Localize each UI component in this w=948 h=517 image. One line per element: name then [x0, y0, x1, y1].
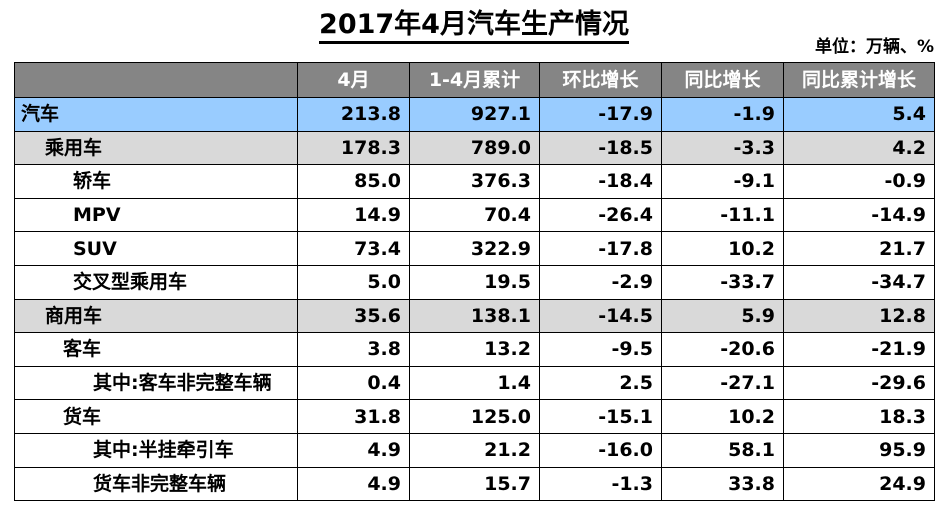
- production-table: 4月 1-4月累计 环比增长 同比增长 同比累计增长 汽车 213.8 927.1-…: [14, 62, 935, 502]
- cell-april: 4.9: [297, 432, 410, 468]
- table-row: SUV 73.4 322.9 -17.8 10.2 21.7: [14, 231, 935, 266]
- cell-april: 178.3: [297, 130, 410, 166]
- row-label: MPV: [14, 197, 298, 233]
- cell-yoy-cumulative-growth: 4.2: [783, 130, 935, 166]
- row-label: SUV: [14, 231, 298, 266]
- cell-yoy-cumulative-growth: 12.8: [783, 298, 935, 334]
- cell-jan-apr-cumulative: 789.0: [409, 130, 540, 166]
- cell-april: 4.9: [297, 466, 410, 502]
- cell-jan-apr-cumulative: 927.1: [409, 97, 540, 132]
- cell-jan-apr-cumulative: 376.3: [409, 164, 540, 199]
- row-label: 乘用车: [14, 130, 298, 166]
- cell-mom-growth: -1.3: [539, 466, 662, 502]
- header-cell-jan-apr-cumulative: 1-4月累计: [409, 62, 540, 98]
- cell-april: 35.6: [297, 298, 410, 334]
- row-label: 商用车: [14, 298, 298, 334]
- table-row: 商用车 35.6 138.1 -14.5 5.9 12.8: [14, 298, 935, 334]
- table-row: 交叉型乘用车 5.0 19.5 -2.9 -33.7 -34.7: [14, 264, 935, 300]
- cell-april: 3.8: [297, 332, 410, 367]
- row-label: 其中:半挂牵引车: [14, 432, 298, 468]
- cell-mom-growth: -16.0: [539, 432, 662, 468]
- cell-yoy-growth: -33.7: [661, 264, 784, 300]
- cell-yoy-cumulative-growth: -21.9: [783, 332, 935, 367]
- cell-yoy-growth: 10.2: [661, 399, 784, 434]
- cell-yoy-cumulative-growth: -29.6: [783, 365, 935, 401]
- row-label: 货车非完整车辆: [14, 466, 298, 502]
- cell-jan-apr-cumulative: 125.0: [409, 399, 540, 434]
- cell-mom-growth: -18.5: [539, 130, 662, 166]
- cell-yoy-growth: -27.1: [661, 365, 784, 401]
- cell-yoy-cumulative-growth: -14.9: [783, 197, 935, 233]
- cell-jan-apr-cumulative: 15.7: [409, 466, 540, 502]
- cell-jan-apr-cumulative: 19.5: [409, 264, 540, 300]
- cell-yoy-growth: -3.3: [661, 130, 784, 166]
- cell-yoy-growth: -20.6: [661, 332, 784, 367]
- cell-jan-apr-cumulative: 1.4: [409, 365, 540, 401]
- cell-yoy-growth: 33.8: [661, 466, 784, 502]
- table-row: 货车 31.8 125.0 -15.1 10.2 18.3: [14, 399, 935, 434]
- cell-jan-apr-cumulative: 138.1: [409, 298, 540, 334]
- page-title: 2017年4月汽车生产情况: [0, 8, 948, 44]
- cell-april: 0.4: [297, 365, 410, 401]
- cell-mom-growth: -17.8: [539, 231, 662, 266]
- cell-yoy-growth: -11.1: [661, 197, 784, 233]
- table-row: 汽车 213.8 927.1 -17.9 -1.9 5.4: [14, 97, 935, 132]
- cell-mom-growth: -26.4: [539, 197, 662, 233]
- row-label: 汽车: [14, 97, 298, 132]
- cell-yoy-cumulative-growth: -0.9: [783, 164, 935, 199]
- table-row: 其中:客车非完整车辆 0.4 1.4 2.5 -27.1 -29.6: [14, 365, 935, 401]
- table-body: 汽车 213.8 927.1 -17.9 -1.9 5.4 乘用车 178.3 789.0 -18…: [14, 97, 935, 502]
- header-row: 4月 1-4月累计 环比增长 同比增长 同比累计增长: [14, 62, 935, 98]
- cell-yoy-growth: -9.1: [661, 164, 784, 199]
- table-row: 客车 3.8 13.2 -9.5 -20.6 -21.9: [14, 332, 935, 367]
- cell-mom-growth: -15.1: [539, 399, 662, 434]
- row-label: 货车: [14, 399, 298, 434]
- header-cell-yoy-cumulative-growth: 同比累计增长: [783, 62, 935, 98]
- cell-yoy-growth: -1.9: [661, 97, 784, 132]
- cell-jan-apr-cumulative: 322.9: [409, 231, 540, 266]
- cell-yoy-cumulative-growth: 21.7: [783, 231, 935, 266]
- row-label: 其中:客车非完整车辆: [14, 365, 298, 401]
- cell-yoy-cumulative-growth: 18.3: [783, 399, 935, 434]
- header-cell-yoy-growth: 同比增长: [661, 62, 784, 98]
- cell-mom-growth: -17.9: [539, 97, 662, 132]
- cell-mom-growth: -2.9: [539, 264, 662, 300]
- cell-april: 5.0: [297, 264, 410, 300]
- cell-april: 85.0: [297, 164, 410, 199]
- header-cell-april: 4月: [297, 62, 410, 98]
- table-row: 货车非完整车辆 4.9 15.7 -1.3 33.8 24.9: [14, 466, 935, 502]
- header-cell-category: [14, 62, 298, 98]
- cell-mom-growth: -14.5: [539, 298, 662, 334]
- table-row: 乘用车 178.3 789.0 -18.5 -3.3 4.2: [14, 130, 935, 166]
- table-row: 轿车 85.0 376.3 -18.4 -9.1 -0.9: [14, 164, 935, 199]
- cell-mom-growth: -9.5: [539, 332, 662, 367]
- cell-april: 73.4: [297, 231, 410, 266]
- row-label: 轿车: [14, 164, 298, 199]
- table-row: MPV 14.9 70.4 -26.4 -11.1 -14.9: [14, 197, 935, 233]
- cell-yoy-growth: 5.9: [661, 298, 784, 334]
- cell-yoy-cumulative-growth: 24.9: [783, 466, 935, 502]
- header-cell-mom-growth: 环比增长: [539, 62, 662, 98]
- cell-april: 14.9: [297, 197, 410, 233]
- unit-label: 单位：万辆、%: [814, 37, 934, 57]
- cell-april: 213.8: [297, 97, 410, 132]
- row-label: 交叉型乘用车: [14, 264, 298, 300]
- cell-jan-apr-cumulative: 13.2: [409, 332, 540, 367]
- cell-jan-apr-cumulative: 21.2: [409, 432, 540, 468]
- cell-jan-apr-cumulative: 70.4: [409, 197, 540, 233]
- cell-mom-growth: -18.4: [539, 164, 662, 199]
- page-title-text: 2017年4月汽车生产情况: [319, 9, 629, 44]
- table-row: 其中:半挂牵引车 4.9 21.2 -16.0 58.1 95.9: [14, 432, 935, 468]
- cell-yoy-growth: 58.1: [661, 432, 784, 468]
- row-label: 客车: [14, 332, 298, 367]
- cell-yoy-cumulative-growth: -34.7: [783, 264, 935, 300]
- cell-mom-growth: 2.5: [539, 365, 662, 401]
- cell-yoy-growth: 10.2: [661, 231, 784, 266]
- cell-april: 31.8: [297, 399, 410, 434]
- cell-yoy-cumulative-growth: 5.4: [783, 97, 935, 132]
- cell-yoy-cumulative-growth: 95.9: [783, 432, 935, 468]
